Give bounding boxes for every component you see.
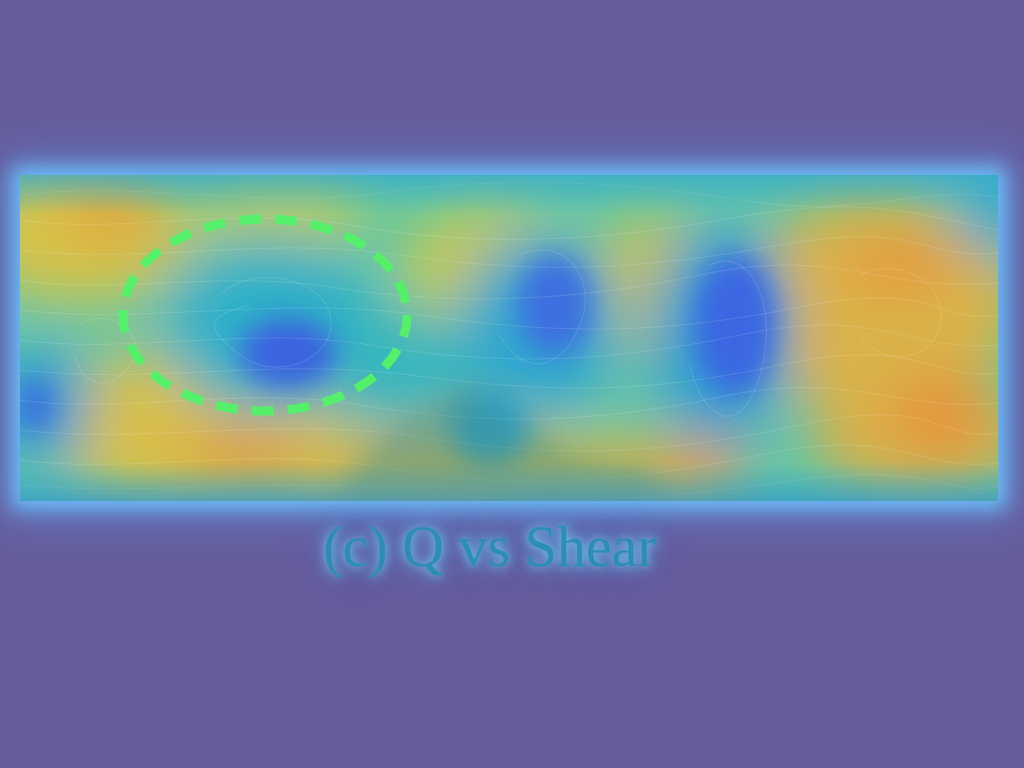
figure-caption: (c) Q vs Shear <box>323 514 657 579</box>
flow-field-heatmap <box>20 175 998 501</box>
highlight-ellipse <box>118 214 412 416</box>
flow-field-image <box>20 175 998 501</box>
